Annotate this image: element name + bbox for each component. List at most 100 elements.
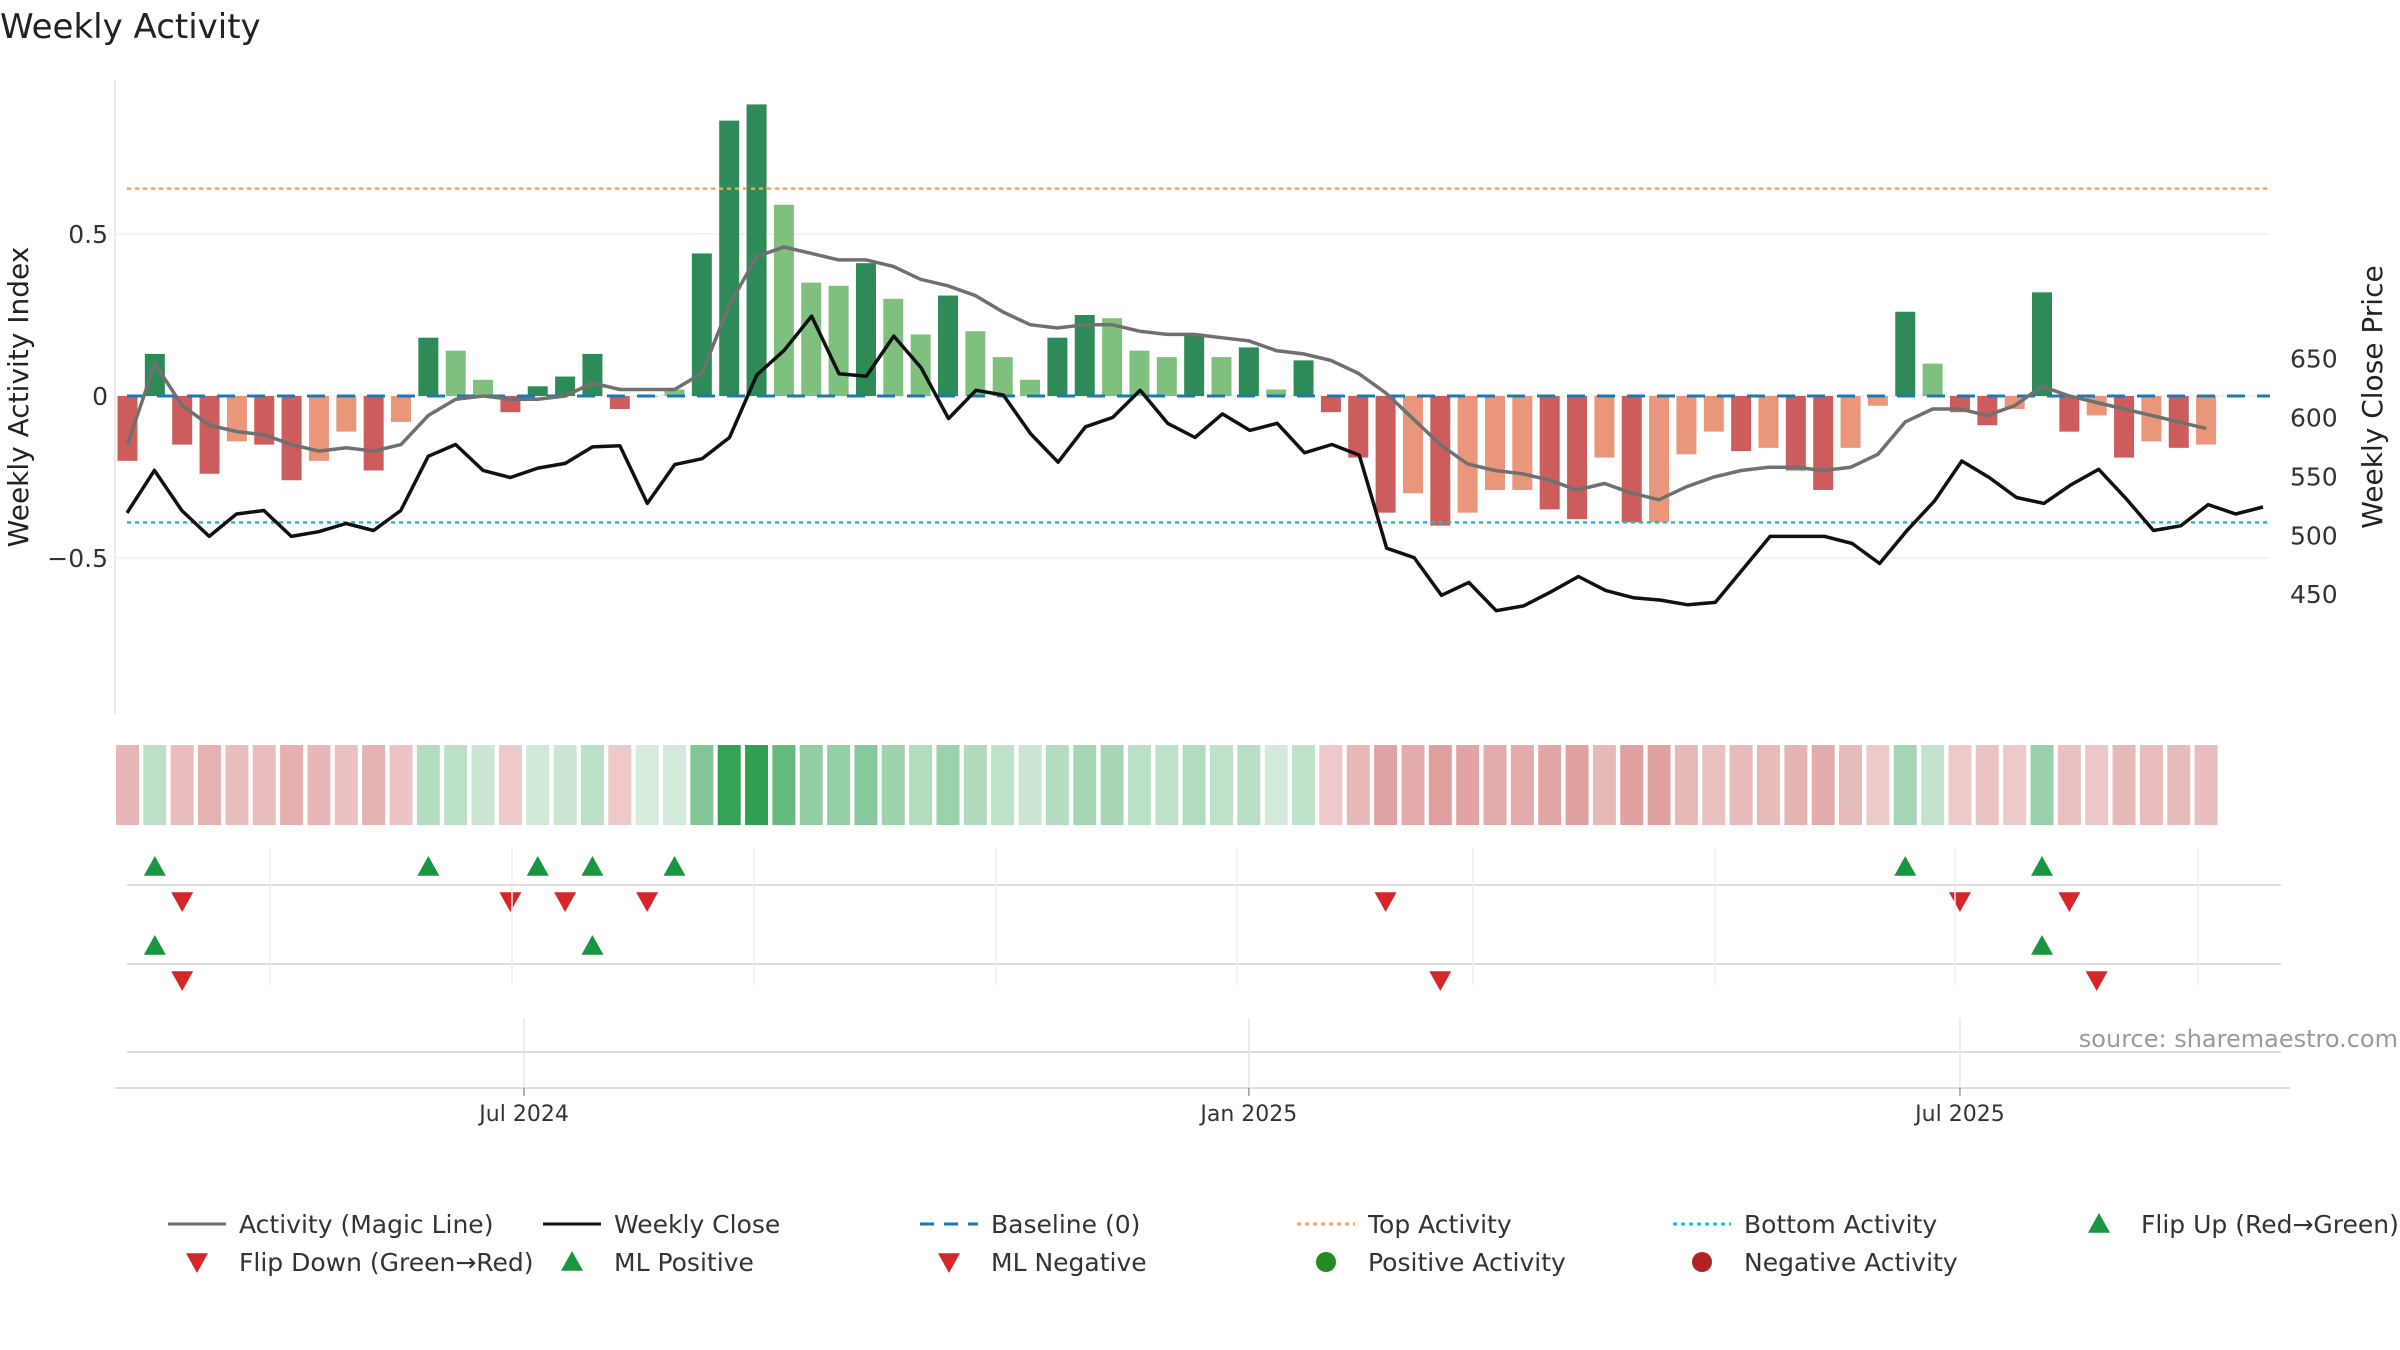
legend-swatch-icon <box>561 1251 583 1271</box>
activity-bar <box>664 389 685 396</box>
heat-cell <box>1182 745 1206 825</box>
heat-cell <box>2139 745 2163 825</box>
heat-cell <box>1702 745 1726 825</box>
heat-cell <box>252 745 276 825</box>
heat-cell <box>1045 745 1069 825</box>
heat-cell <box>635 745 659 825</box>
heat-cell <box>416 745 440 825</box>
activity-bar <box>1621 396 1642 523</box>
activity-bar <box>1156 357 1177 396</box>
magic-line-series <box>125 245 2207 502</box>
activity-bar <box>2141 396 2162 442</box>
heat-cell <box>1538 745 1562 825</box>
heat-cell <box>580 745 604 825</box>
legend-label: Baseline (0) <box>991 1210 1140 1239</box>
flip-up-marker <box>526 856 549 876</box>
activity-bar <box>555 376 576 396</box>
legend-swatch-icon <box>1692 1252 1712 1272</box>
heat-cell <box>2194 745 2218 825</box>
activity-bar <box>2059 396 2080 432</box>
heat-cell <box>1620 745 1644 825</box>
y2-tick-label: 450 <box>2290 580 2338 609</box>
heat-cell <box>1127 745 1151 825</box>
heat-cell <box>1647 745 1671 825</box>
heat-cell <box>280 745 304 825</box>
activity-bar <box>445 350 466 396</box>
activity-bar <box>1047 337 1068 396</box>
heat-cell <box>444 745 468 825</box>
y-axis-label: Weekly Activity Index <box>2 247 35 548</box>
heat-cell <box>1018 745 1042 825</box>
activity-bar <box>254 396 275 445</box>
activity-bar <box>773 204 794 396</box>
y2-tick-label: 600 <box>2290 403 2338 432</box>
heat-cell <box>362 745 386 825</box>
heat-cell <box>1592 745 1616 825</box>
legend-label: Negative Activity <box>1744 1248 1958 1277</box>
legend-item-magic_line: Activity (Magic Line) <box>168 1210 493 1239</box>
activity-bar <box>992 357 1013 396</box>
heat-cell <box>745 745 769 825</box>
heat-cell <box>772 745 796 825</box>
legend-swatch-icon <box>2088 1213 2110 1233</box>
heat-cell <box>1210 745 1233 825</box>
legend-swatch-icon <box>938 1253 960 1273</box>
heat-cell <box>936 745 960 825</box>
legend-item-flip_down: Flip Down (Green→Red) <box>186 1248 534 1277</box>
activity-bar <box>1485 396 1505 490</box>
heat-cell <box>2003 745 2027 825</box>
y-tick-label: 0.5 <box>68 220 108 249</box>
heat-cell <box>1510 745 1534 825</box>
heat-cell <box>1975 745 1999 825</box>
flip-up-marker <box>581 856 604 876</box>
x-tick-label: Jul 2024 <box>477 1102 569 1127</box>
legend-item-flip_up: Flip Up (Red→Green) <box>2088 1210 2399 1239</box>
heat-cell <box>1401 745 1425 825</box>
activity-bar <box>582 353 603 396</box>
heat-cell <box>663 745 686 825</box>
weekly-close-series <box>125 314 2264 613</box>
heat-cell <box>2057 745 2081 825</box>
legend-item-weekly_close: Weekly Close <box>543 1210 780 1239</box>
activity-bar <box>1375 396 1396 513</box>
heat-cell <box>2112 745 2136 825</box>
heat-cell <box>854 745 878 825</box>
heat-cell <box>1319 745 1343 825</box>
activity-bar <box>1977 396 1998 426</box>
heat-cell <box>881 745 905 825</box>
heat-cell <box>1674 745 1698 825</box>
heat-cell <box>963 745 987 825</box>
heat-cell <box>1428 745 1452 825</box>
flip-down-marker <box>171 892 194 912</box>
heat-cell <box>1100 745 1124 825</box>
legend-label: Positive Activity <box>1368 1248 1566 1277</box>
flip-up-marker <box>143 856 166 876</box>
series-lines <box>125 245 2264 613</box>
ml-negative-marker <box>2085 971 2108 991</box>
legend-item-bottom_activity: Bottom Activity <box>1673 1210 1937 1239</box>
legend-item-baseline: Baseline (0) <box>920 1210 1140 1239</box>
legend-label: Activity (Magic Line) <box>239 1210 493 1239</box>
heat-cell <box>307 745 331 825</box>
legend-item-negative_activity: Negative Activity <box>1692 1248 1958 1277</box>
heat-cell <box>2030 745 2054 825</box>
legend-item-ml_negative: ML Negative <box>938 1248 1147 1277</box>
activity-bar <box>1238 347 1259 396</box>
heat-cell <box>2167 745 2191 825</box>
flip-markers <box>143 856 2081 912</box>
activity-bar <box>2196 396 2217 445</box>
activity-bar <box>1184 334 1205 396</box>
heat-cell <box>1784 745 1808 825</box>
heat-cell <box>143 745 167 825</box>
activity-bars <box>117 104 2217 526</box>
main-plot: 0.5 0 −0.5 450 500 550 600 650 Weekly Activity… <box>2 80 2389 714</box>
activity-bar <box>1703 396 1724 432</box>
activity-bar <box>1211 357 1232 396</box>
activity-bar <box>363 396 384 471</box>
heat-cell <box>608 745 632 825</box>
legend-label: Bottom Activity <box>1744 1210 1937 1239</box>
activity-bar <box>1320 396 1341 413</box>
legend-item-top_activity: Top Activity <box>1297 1210 1512 1239</box>
activity-bar <box>1402 396 1423 494</box>
heat-cell <box>1264 745 1288 825</box>
